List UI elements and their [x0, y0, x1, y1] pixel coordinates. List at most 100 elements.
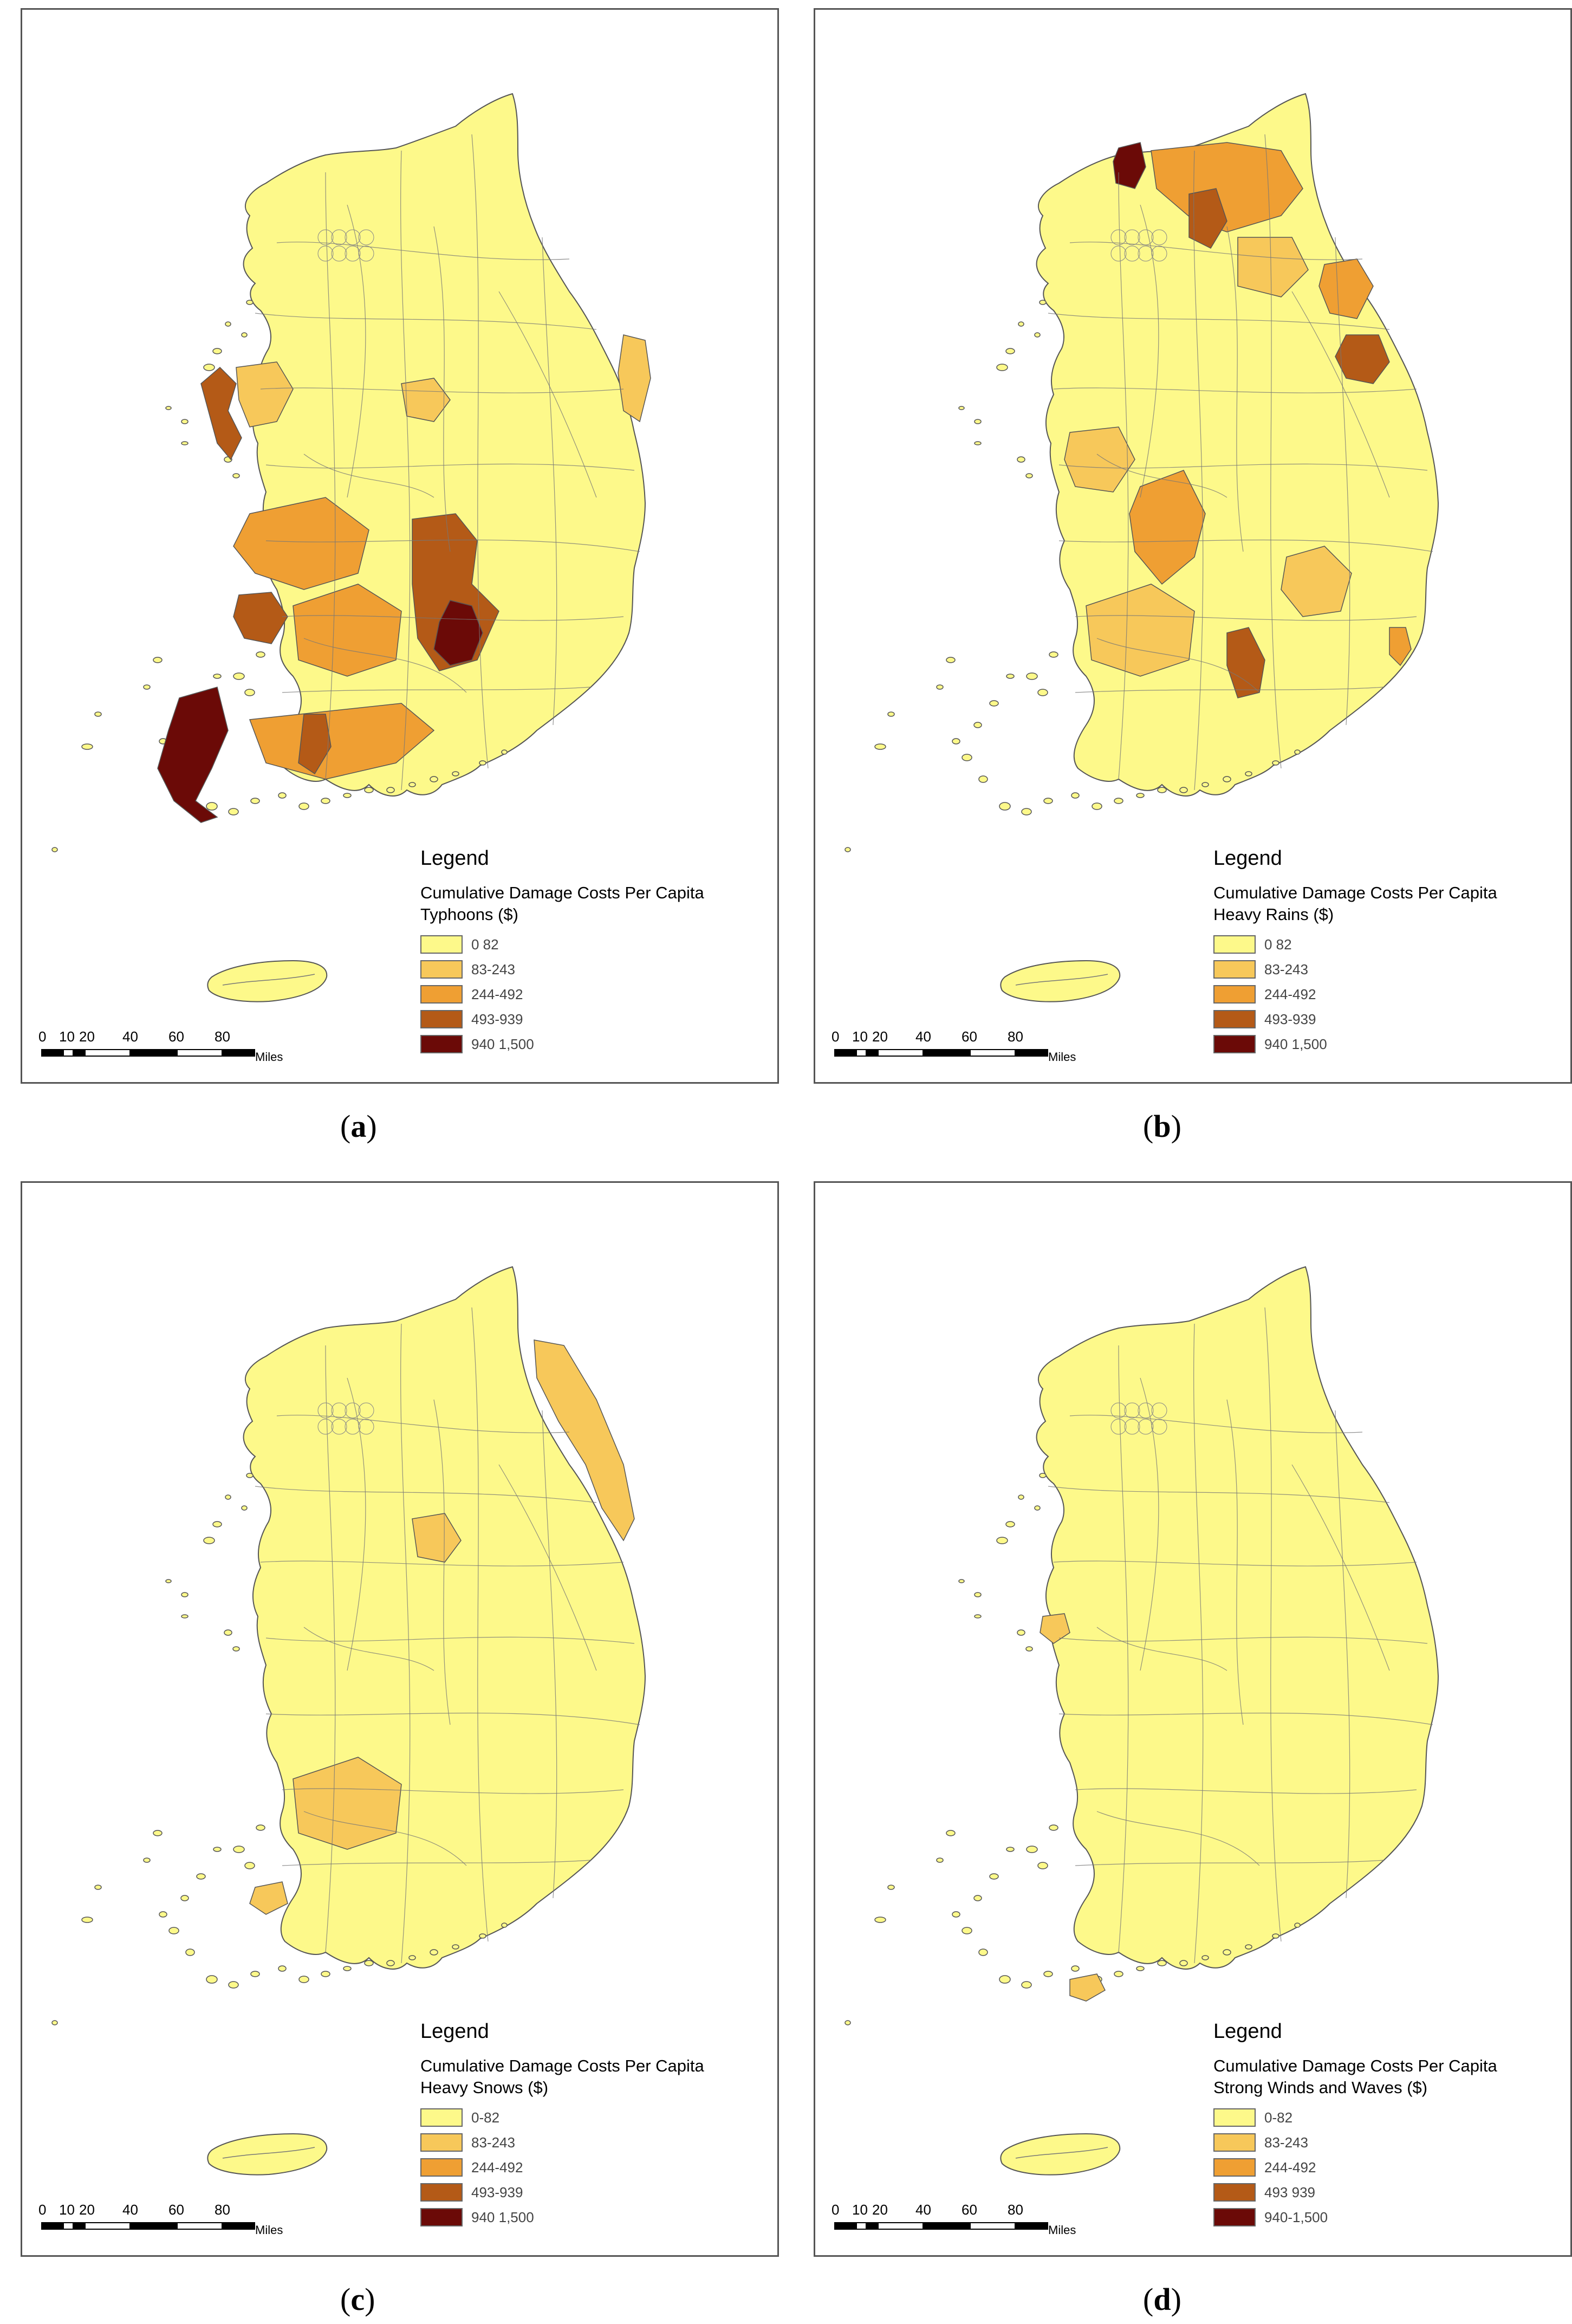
scale-tick-label: 0 — [832, 1028, 840, 1045]
scale-segment — [85, 1049, 131, 1057]
island-shape — [452, 771, 459, 776]
map-panel-d: Legend Cumulative Damage Costs Per Capit… — [814, 1181, 1572, 2257]
legend-item-label: 0 82 — [1264, 936, 1292, 953]
island-shape — [845, 847, 851, 852]
island-shape — [1034, 1505, 1041, 1511]
island-shape — [206, 1975, 218, 1984]
island-shape — [1037, 1862, 1048, 1869]
scale-tick-label: 10 — [852, 2202, 868, 2218]
island-shape — [962, 754, 972, 761]
island-shape — [1021, 1981, 1032, 1989]
island-shape — [181, 419, 189, 424]
island-shape — [321, 1971, 330, 1977]
legend-items: 0 82 83-243 244-492 493-939 940 1,500 — [1213, 932, 1549, 1057]
scale-tick-label: 40 — [915, 2202, 931, 2218]
legend-subtitle: Cumulative Damage Costs Per Capita — [420, 2056, 704, 2075]
district-boundary — [1264, 134, 1282, 769]
district-west-coast-islands — [200, 366, 242, 461]
island-shape — [165, 406, 172, 410]
island-shape — [143, 1857, 151, 1863]
legend-hazard: Heavy Rains ($) — [1213, 905, 1334, 924]
island-shape — [244, 689, 255, 696]
island-shape — [212, 1521, 222, 1527]
district-boundary — [1226, 1399, 1244, 1725]
district-boundary — [303, 1811, 467, 1866]
island-shape — [408, 1955, 416, 1960]
mainland-shape — [243, 1266, 646, 1970]
legend-swatch — [420, 2108, 463, 2127]
district-southeast-core — [433, 600, 483, 666]
island-shape — [952, 738, 960, 745]
scale-segment — [856, 1049, 867, 1057]
district-southeast-coast — [1389, 627, 1412, 666]
metro-district-boundary — [1110, 1402, 1127, 1419]
metro-district-boundary — [317, 245, 334, 262]
district-boundary — [433, 226, 451, 552]
scale-segment — [223, 2222, 255, 2230]
scale-unit: Miles — [1048, 2223, 1076, 2237]
island-shape — [996, 1537, 1008, 1544]
district-boundary — [1118, 172, 1129, 780]
island-shape — [1179, 1960, 1188, 1966]
legend-item: 83-243 — [1213, 957, 1549, 982]
scale-tick-label: 0 — [832, 2202, 840, 2218]
district-boundary — [265, 539, 640, 552]
legend: Legend Cumulative Damage Costs Per Capit… — [1213, 2020, 1549, 2230]
district-south-central — [293, 1757, 402, 1850]
island-shape — [1017, 1629, 1025, 1636]
island-shape — [1006, 1847, 1015, 1852]
island-shape — [989, 700, 999, 707]
legend-item: 83-243 — [420, 2130, 756, 2155]
legend-swatch — [1213, 960, 1256, 979]
legend-items: 0 82 83-243 244-492 493-939 940 1,500 — [420, 932, 756, 1057]
island-shape — [978, 1948, 988, 1956]
island-shape — [1034, 332, 1041, 338]
scale-segment — [223, 1049, 255, 1057]
district-boundary — [400, 150, 411, 791]
district-boundary — [498, 291, 597, 498]
scale-segment — [85, 2222, 131, 2230]
island-shape — [1272, 1933, 1279, 1939]
island-shape — [973, 1895, 982, 1901]
island-shape — [1039, 1473, 1047, 1478]
island-shape — [246, 1473, 254, 1478]
island-shape — [887, 711, 895, 717]
district-boundary — [471, 134, 489, 769]
legend-heading: Legend — [1213, 847, 1282, 870]
scale-segment — [924, 1049, 970, 1057]
district-boundary — [303, 638, 467, 693]
legend-item-label: 83-243 — [1264, 961, 1308, 977]
caption-d: (d) — [1143, 2282, 1181, 2317]
island-shape — [159, 1911, 167, 1918]
legend-swatch — [420, 2208, 463, 2226]
caption-b: (b) — [1143, 1109, 1181, 1144]
district-boundary — [1048, 1486, 1390, 1503]
scale-tick-label: 20 — [872, 1028, 888, 1045]
district-boundary — [1193, 150, 1204, 791]
island-shape — [386, 787, 395, 793]
legend-item: 83-243 — [420, 957, 756, 982]
island-shape — [962, 1927, 972, 1934]
metro-district-boundary — [1151, 245, 1167, 262]
legend-item: 244-492 — [1213, 2155, 1549, 2180]
map-panel-b: Legend Cumulative Damage Costs Per Capit… — [814, 8, 1572, 1084]
metro-district-boundary — [358, 245, 374, 262]
district-southwest-coast — [249, 1881, 288, 1915]
island-shape — [408, 782, 416, 787]
legend-swatch — [1213, 2133, 1256, 2152]
legend-swatch — [1213, 985, 1256, 1004]
district-boundary — [1048, 313, 1390, 330]
island-shape — [298, 802, 309, 810]
island-shape — [452, 1944, 459, 1950]
district-south-coast-dark — [298, 714, 332, 775]
island-shape — [143, 684, 151, 690]
island-shape — [978, 775, 988, 783]
district-boundary — [265, 463, 635, 471]
legend-item: 0-82 — [420, 2105, 756, 2130]
island-shape — [1136, 1966, 1145, 1971]
island-shape — [1294, 749, 1301, 755]
island-shape — [343, 1966, 352, 1971]
metro-district-boundary — [1124, 245, 1140, 262]
island-shape — [1026, 672, 1038, 680]
district-southwest-islands — [157, 687, 229, 823]
